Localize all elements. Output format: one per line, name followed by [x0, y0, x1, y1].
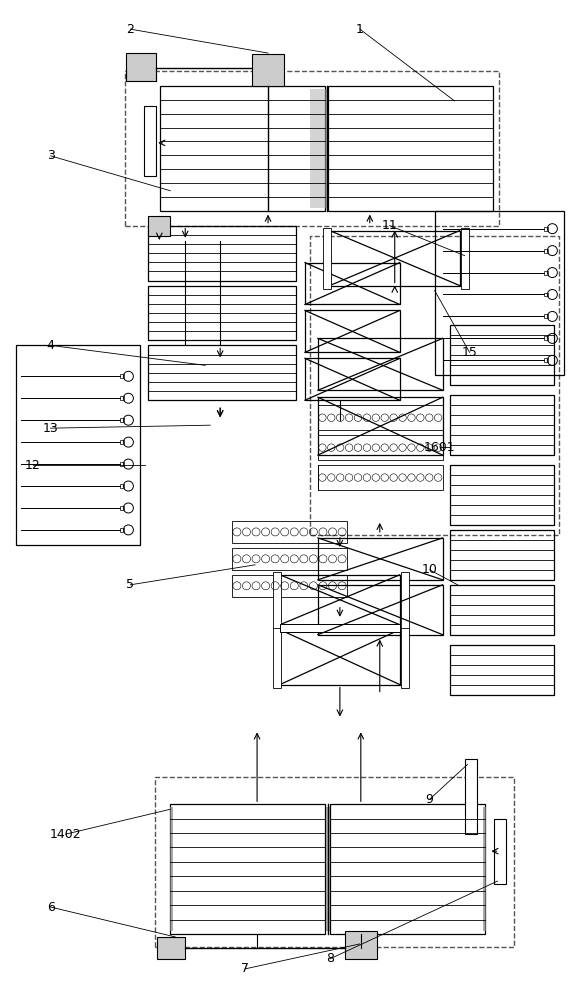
Text: 7: 7 — [241, 962, 249, 975]
Bar — [232, 548, 347, 570]
Bar — [450, 645, 554, 695]
Bar — [16, 345, 140, 545]
Bar — [401, 572, 409, 628]
Text: 12: 12 — [25, 459, 40, 472]
Bar — [280, 575, 400, 625]
Bar — [310, 89, 325, 208]
Bar — [170, 807, 173, 931]
Bar — [160, 86, 325, 211]
Text: 3: 3 — [47, 149, 55, 162]
Bar — [318, 435, 443, 460]
Text: 1402: 1402 — [49, 828, 81, 841]
Bar — [318, 405, 443, 430]
Text: 2: 2 — [126, 23, 135, 36]
Text: 9: 9 — [426, 793, 434, 806]
Bar — [310, 236, 559, 535]
Bar — [450, 395, 554, 455]
Bar — [280, 630, 400, 685]
Bar — [120, 484, 124, 488]
Bar — [305, 310, 400, 352]
Bar — [545, 271, 549, 275]
Bar — [325, 89, 328, 208]
Bar — [461, 228, 469, 289]
Bar — [280, 624, 400, 632]
Bar — [318, 338, 443, 390]
Bar — [125, 71, 500, 226]
Bar — [545, 227, 549, 231]
Bar — [318, 538, 443, 580]
Text: 15: 15 — [462, 346, 477, 359]
Bar — [345, 931, 377, 959]
Bar — [330, 804, 485, 934]
Bar — [545, 358, 549, 362]
Text: 5: 5 — [126, 578, 135, 591]
Bar — [465, 759, 477, 834]
Text: 8: 8 — [326, 952, 334, 965]
Bar — [305, 263, 400, 304]
Bar — [328, 86, 493, 211]
Bar — [545, 293, 549, 296]
Bar — [148, 226, 296, 281]
Bar — [494, 819, 507, 884]
Text: 1601: 1601 — [424, 441, 455, 454]
Text: 6: 6 — [47, 901, 55, 914]
Bar — [273, 572, 281, 628]
Bar — [144, 106, 156, 176]
Bar — [120, 418, 124, 422]
Bar — [545, 336, 549, 340]
Bar — [120, 396, 124, 400]
Bar — [450, 585, 554, 635]
Bar — [273, 627, 281, 688]
Bar — [330, 231, 459, 286]
Bar — [450, 530, 554, 580]
Text: 13: 13 — [43, 422, 59, 435]
Text: 11: 11 — [382, 219, 398, 232]
Bar — [126, 53, 156, 81]
Bar — [120, 440, 124, 444]
Bar — [435, 211, 564, 375]
Bar — [545, 314, 549, 318]
Bar — [155, 777, 515, 947]
Bar — [158, 937, 185, 959]
Bar — [232, 521, 347, 543]
Text: 4: 4 — [47, 339, 55, 352]
Bar — [148, 345, 296, 400]
Bar — [326, 807, 330, 931]
Bar — [305, 358, 400, 400]
Bar — [450, 465, 554, 525]
Bar — [252, 54, 284, 86]
Bar — [170, 804, 325, 934]
Bar — [318, 465, 443, 490]
Bar — [232, 575, 347, 597]
Bar — [545, 249, 549, 253]
Bar — [148, 216, 170, 236]
Bar — [148, 286, 296, 340]
Bar — [323, 228, 331, 289]
Bar — [120, 528, 124, 532]
Bar — [482, 807, 485, 931]
Bar — [120, 462, 124, 466]
Bar — [318, 585, 443, 635]
Bar — [401, 627, 409, 688]
Bar — [450, 325, 554, 385]
Text: 10: 10 — [421, 563, 438, 576]
Text: 1: 1 — [356, 23, 364, 36]
Bar — [120, 506, 124, 510]
Bar — [318, 397, 443, 455]
Bar — [120, 374, 124, 378]
